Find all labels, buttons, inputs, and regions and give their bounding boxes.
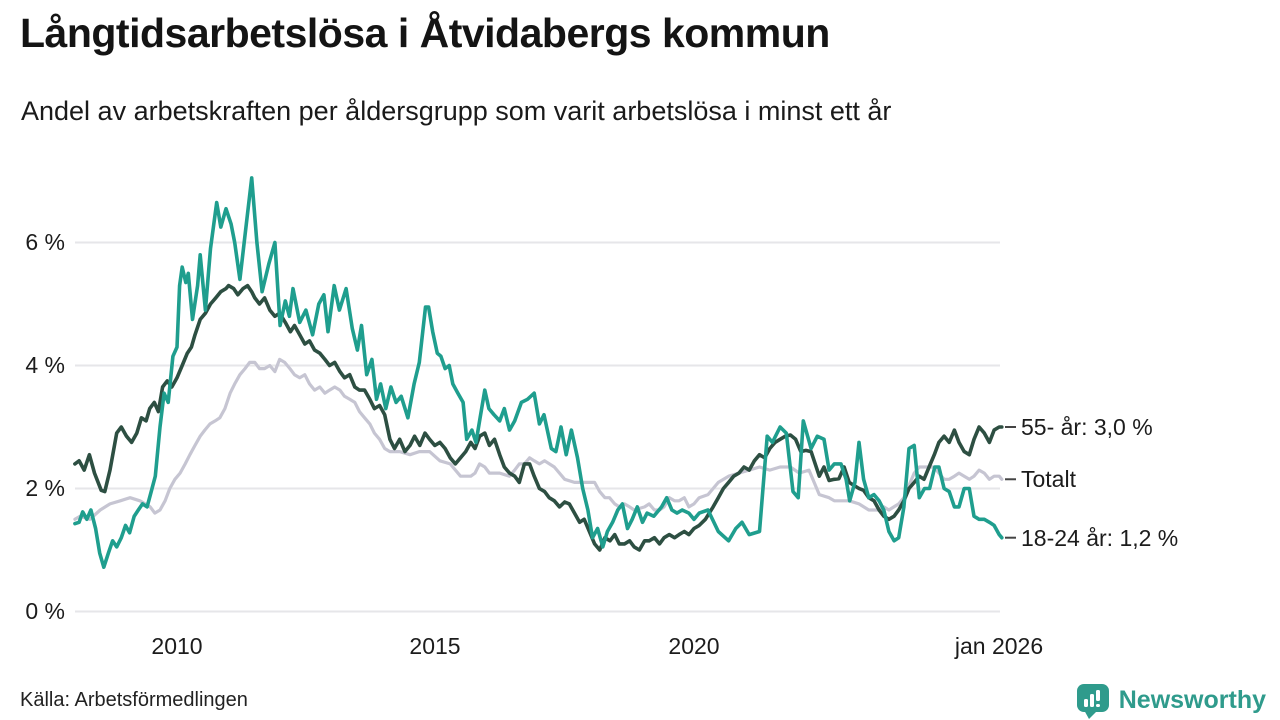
page-title: Långtidsarbetslösa i Åtvidabergs kommun [20,10,830,56]
y-tick-6: 6 % [25,229,65,255]
brand-wordmark: Newsworthy [1118,686,1266,714]
newsworthy-logo-icon [1076,684,1109,719]
y-tick-0: 0 % [25,598,65,624]
series-label-totalt: Totalt [1021,466,1076,493]
x-tick-2010: 2010 [151,633,203,659]
series-line-totalt [73,357,1004,521]
series-label-18-24-ar: 18-24 år: 1,2 % [1021,524,1179,551]
series-line-18-24-r [73,176,1004,570]
x-tick-jan-2026: jan 2026 [954,633,1044,659]
x-tick-2020: 2020 [668,633,720,659]
source-caption: Källa: Arbetsförmedlingen [20,689,248,711]
y-tick-2: 2 % [25,475,65,501]
x-tick-2015: 2015 [409,633,461,659]
newsworthy-brand: Newsworthy [1075,682,1266,719]
series-label-55-ar: 55- år: 3,0 % [1021,414,1153,440]
chart-subtitle: Andel av arbetskraften per åldersgrupp s… [21,96,892,126]
series-line-55-r [73,283,1004,552]
y-tick-4: 4 % [25,352,65,378]
